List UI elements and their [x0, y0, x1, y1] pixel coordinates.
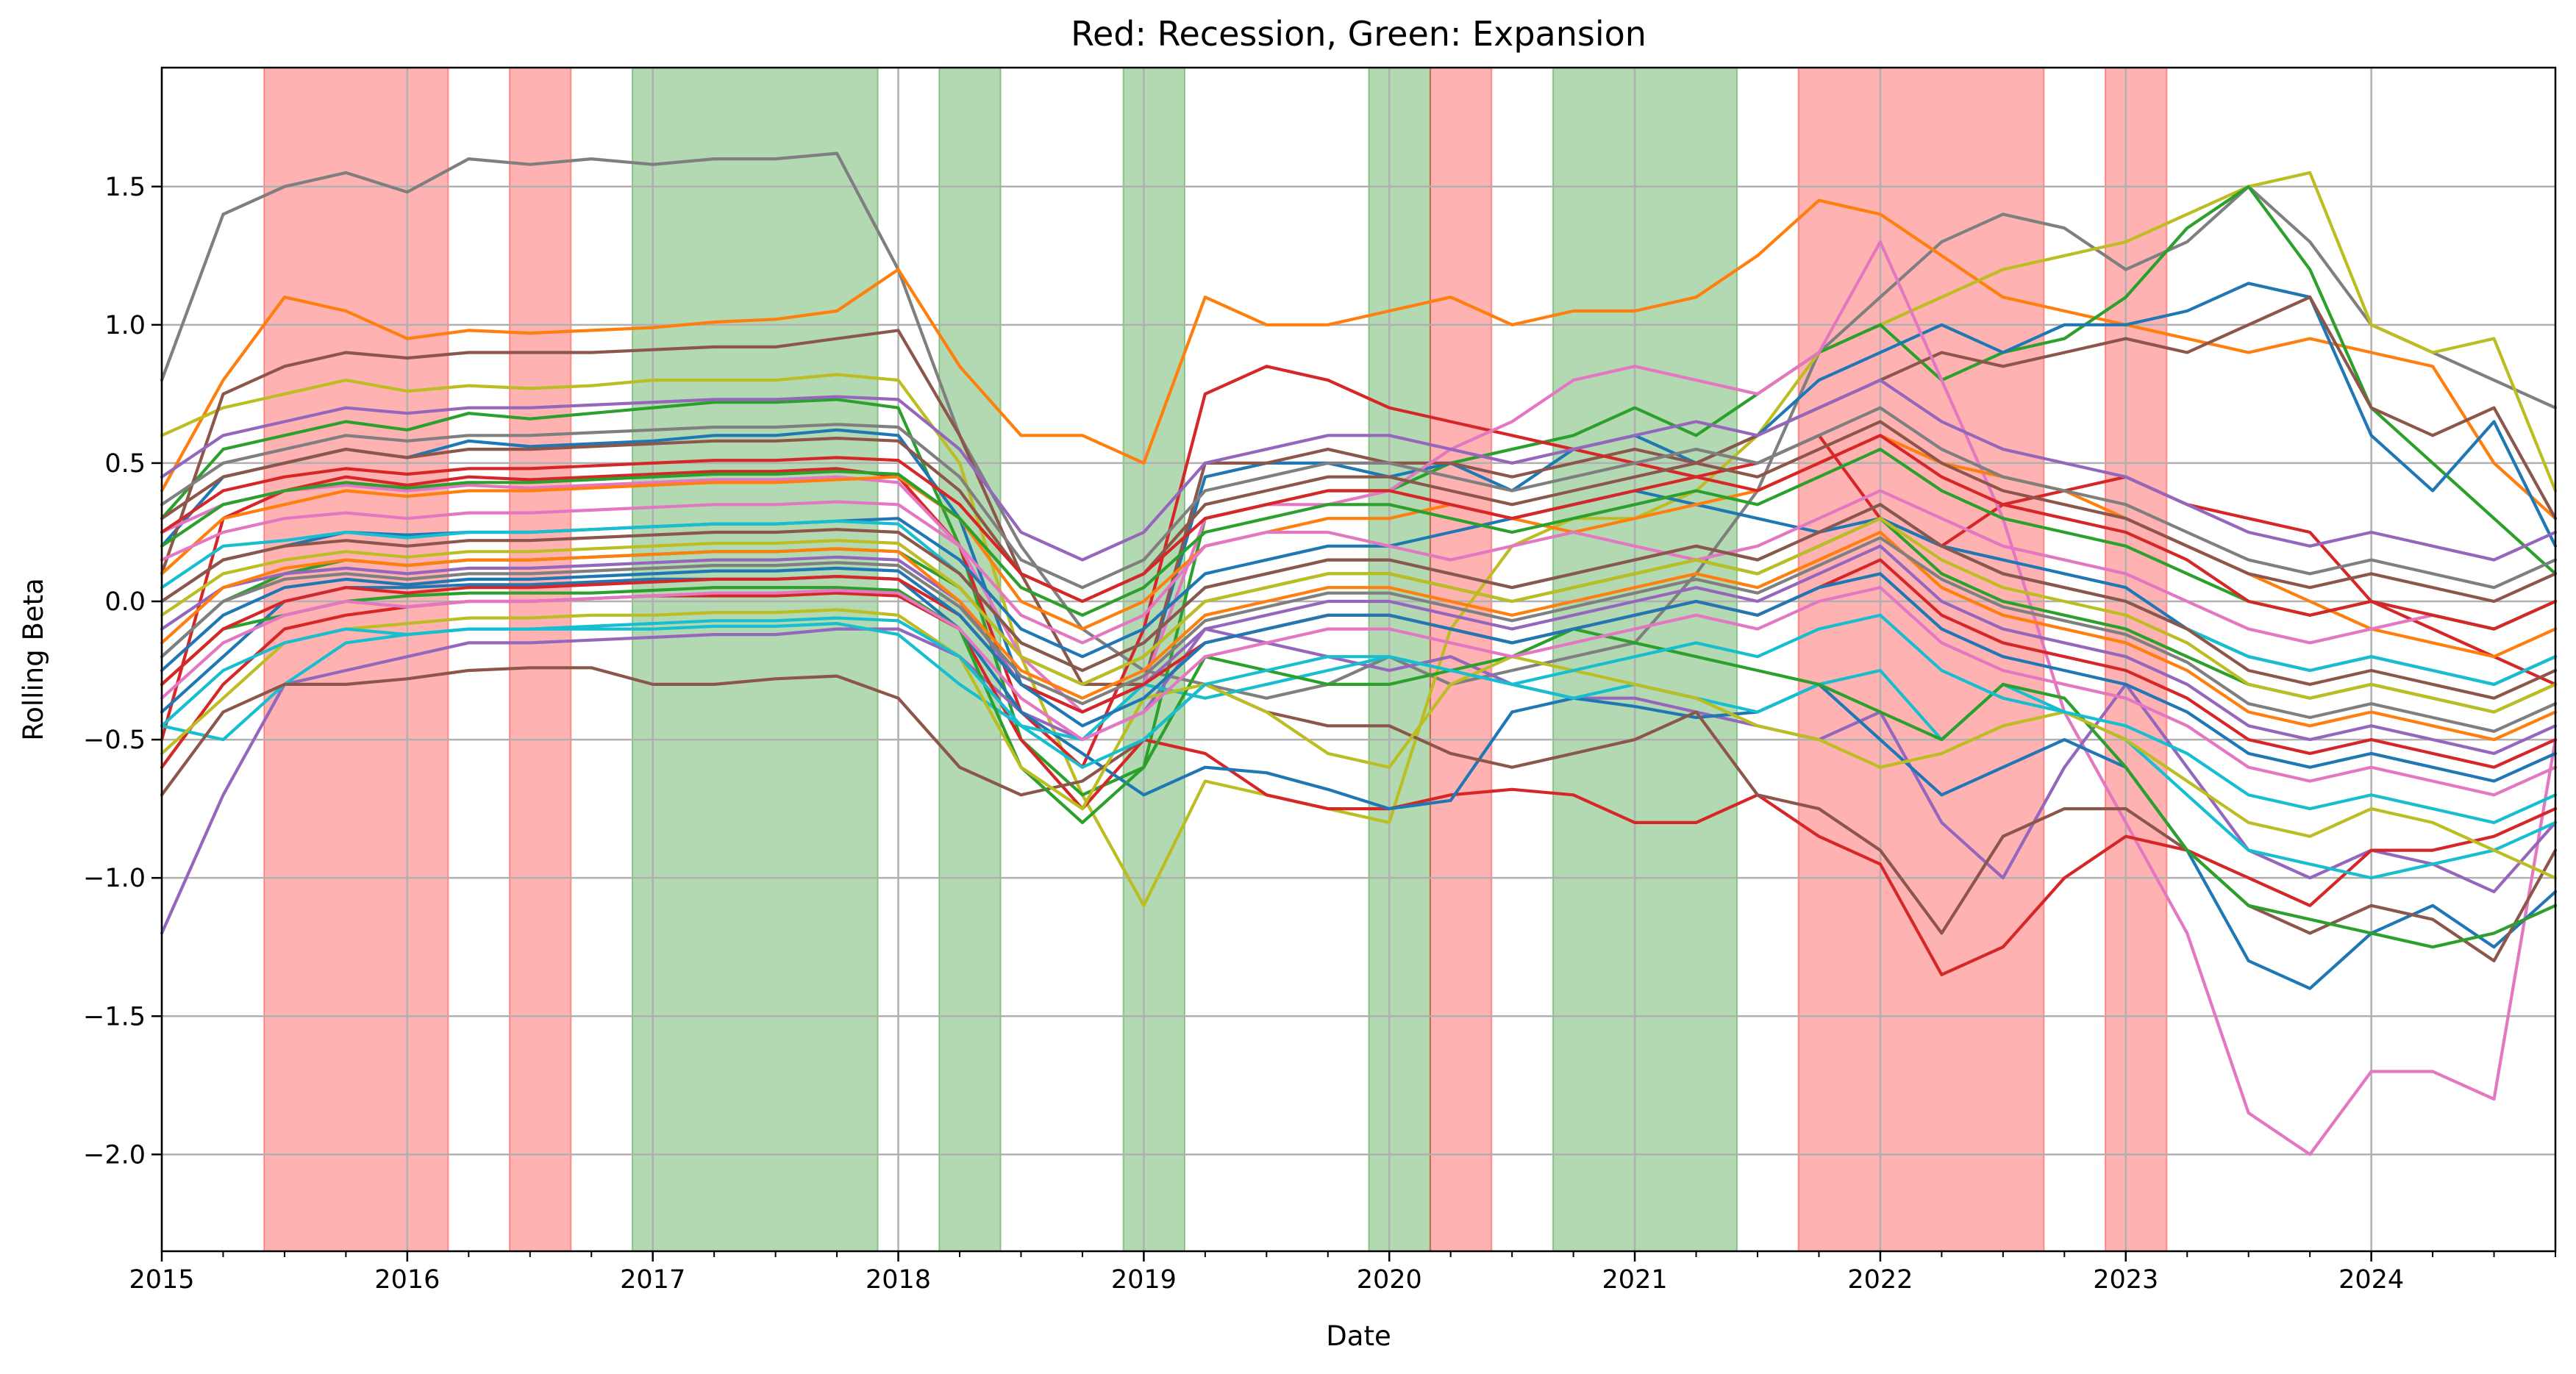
x-tick-label: 2023 — [2093, 1265, 2158, 1295]
y-axis-label: Rolling Beta — [18, 578, 49, 741]
x-tick-label: 2015 — [129, 1265, 194, 1295]
series-line — [160, 586, 2558, 797]
x-tick-label: 2018 — [866, 1265, 931, 1295]
expansion-band — [938, 67, 1002, 1252]
series-line — [160, 566, 2558, 783]
expansion-band — [631, 67, 879, 1252]
x-tick-label: 2016 — [374, 1265, 440, 1295]
series-line — [160, 447, 2558, 631]
series-line — [160, 151, 2558, 700]
y-tick-label: −2.0 — [83, 1140, 146, 1170]
series-line — [160, 171, 2558, 907]
series-line — [160, 530, 2558, 742]
series-line — [160, 544, 2558, 756]
regime-bands — [263, 67, 2168, 1252]
series-line — [160, 434, 2558, 631]
x-tick-label: 2024 — [2338, 1265, 2404, 1295]
series-line — [160, 608, 2558, 880]
y-tick-label: −1.5 — [83, 1002, 146, 1031]
x-tick-label: 2022 — [1847, 1265, 1913, 1295]
plot-frame — [160, 66, 2557, 1253]
series-line — [160, 240, 2558, 1156]
series-line — [160, 586, 2558, 949]
axis-ticks: 2015 2016 2017 2018 2019 2020 2021 2022 2023 2024… — [83, 173, 2556, 1295]
y-tick-label: −0.5 — [83, 726, 146, 755]
recession-band — [1797, 67, 2045, 1252]
y-tick-label: −1.0 — [83, 864, 146, 893]
series-line — [160, 296, 2558, 687]
series-line — [160, 198, 2558, 520]
x-tick-label: 2019 — [1111, 1265, 1177, 1295]
x-axis-label: Date — [1326, 1320, 1391, 1352]
series-line — [160, 282, 2558, 714]
series-line — [160, 517, 2558, 714]
x-tick-label: 2020 — [1357, 1265, 1422, 1295]
y-tick-label: 0.0 — [104, 587, 146, 617]
series-line — [160, 420, 2558, 604]
chart-title: Red: Recession, Green: Expansion — [1071, 14, 1646, 54]
series-line — [160, 503, 2558, 700]
recession-band — [508, 67, 572, 1252]
series-line — [160, 666, 2558, 963]
recession-band — [263, 67, 449, 1252]
x-tick-label: 2021 — [1602, 1265, 1668, 1295]
y-tick-label: 0.5 — [104, 449, 146, 479]
x-tick-label: 2017 — [620, 1265, 685, 1295]
series-line — [160, 378, 2558, 562]
series-lines — [160, 151, 2558, 1156]
series-line — [160, 536, 2558, 733]
y-tick-label: 1.5 — [104, 173, 146, 202]
series-line — [160, 406, 2558, 590]
y-tick-label: 1.0 — [104, 311, 146, 340]
series-line — [160, 613, 2558, 825]
series-line — [160, 489, 2558, 645]
